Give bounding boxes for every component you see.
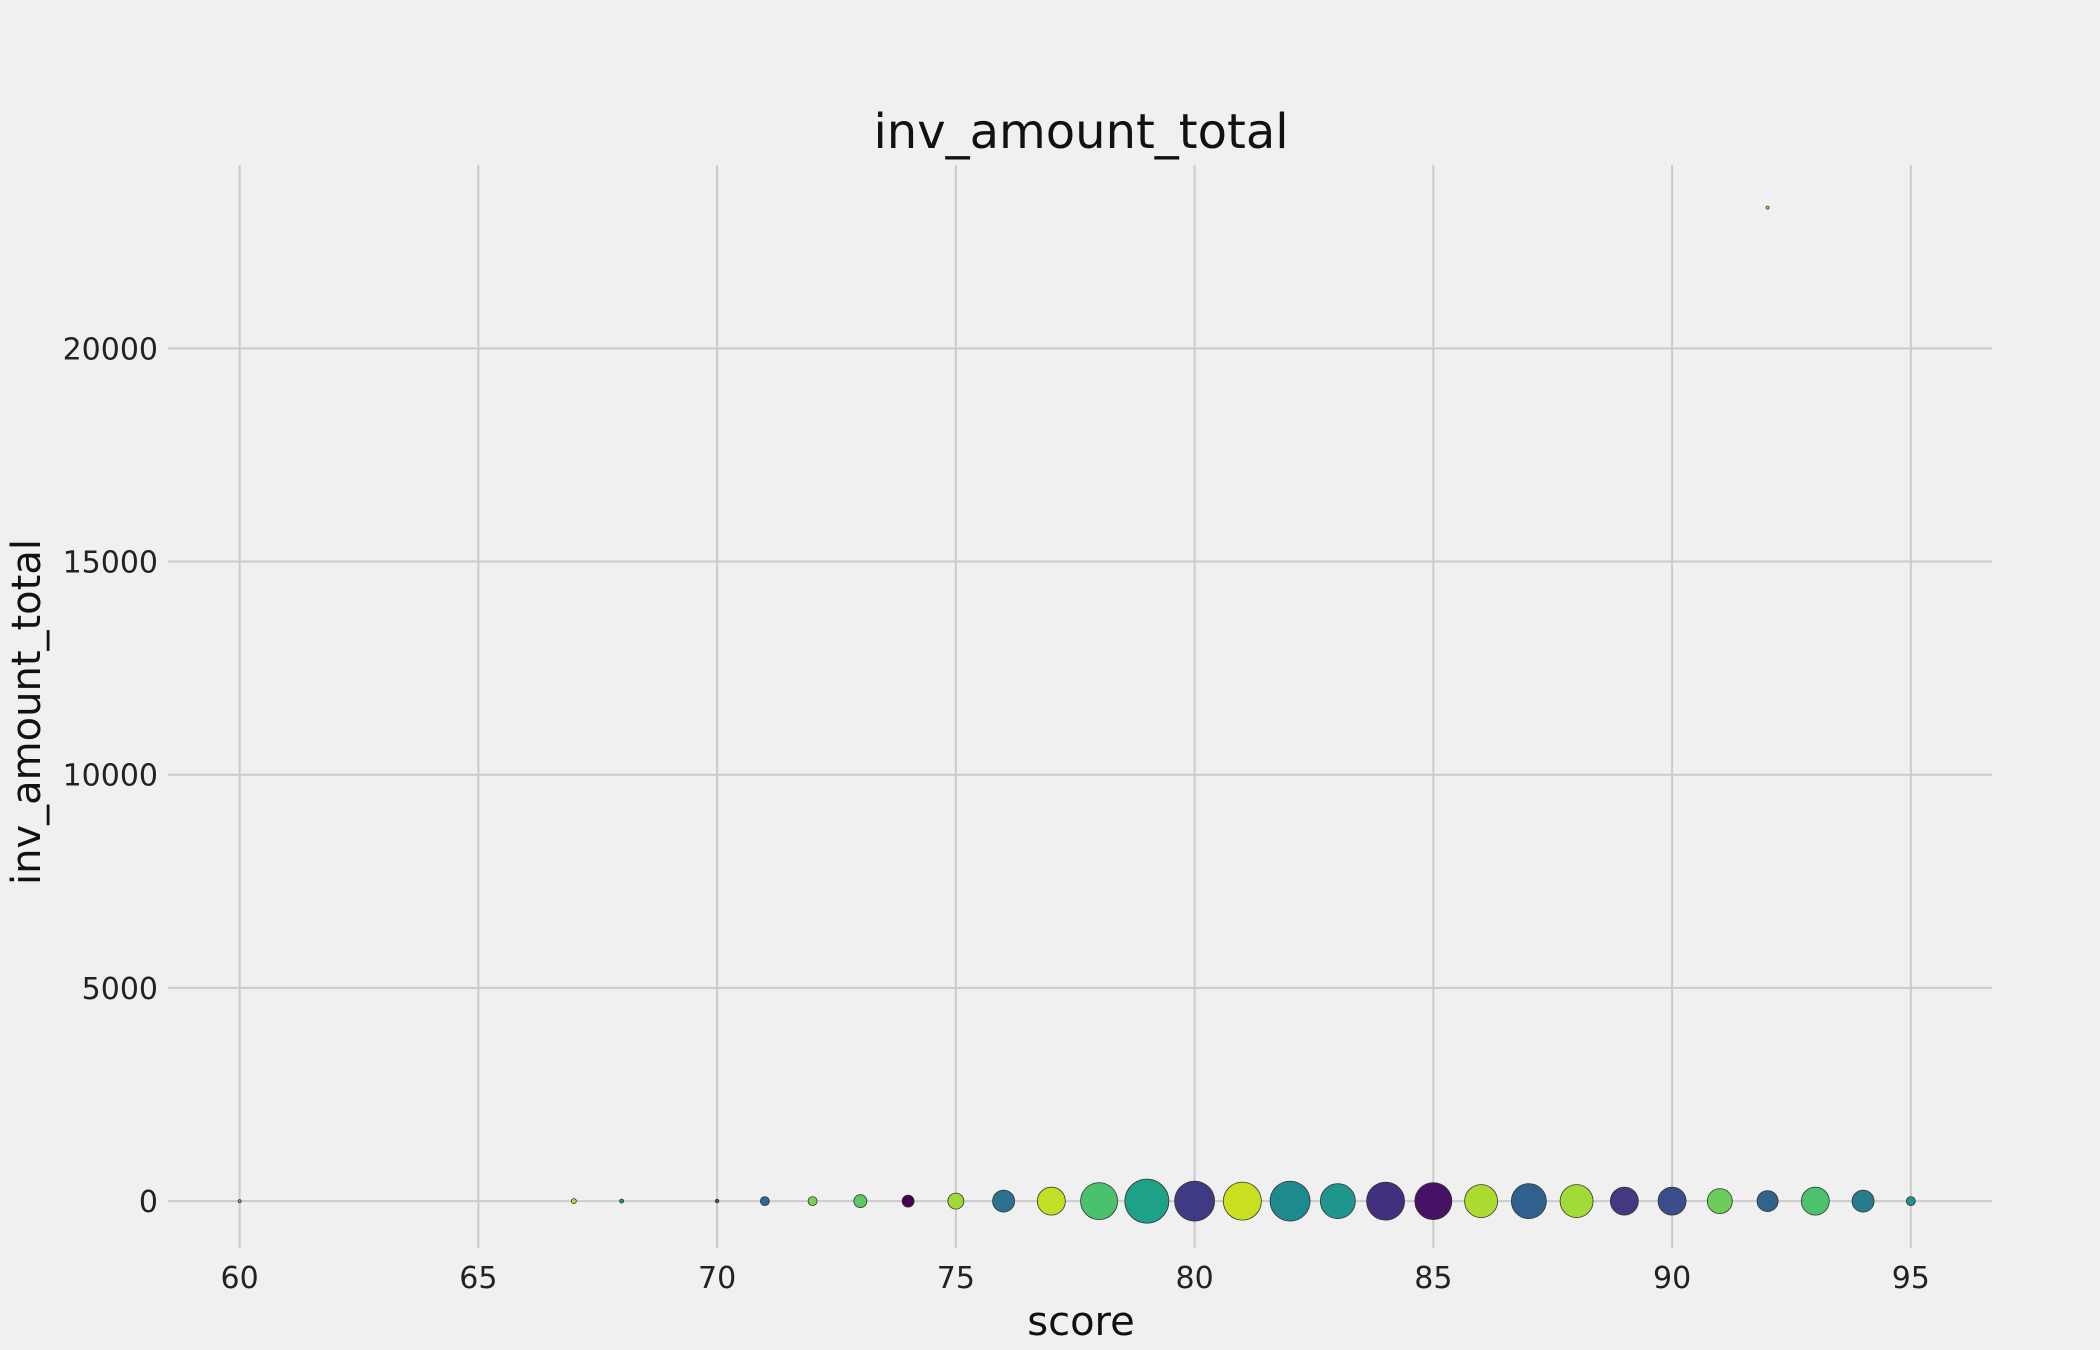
x-tick-label: 85 xyxy=(1414,1261,1452,1296)
x-tick-label: 95 xyxy=(1892,1261,1930,1296)
scatter-point xyxy=(1756,1190,1779,1212)
x-axis-label: score xyxy=(1027,1299,1134,1345)
scatter-point xyxy=(1765,205,1770,210)
x-tick-label: 75 xyxy=(937,1261,975,1296)
scatter-point xyxy=(1464,1184,1498,1218)
grid-lines xyxy=(168,165,1992,1248)
x-tick-label: 70 xyxy=(698,1261,736,1296)
y-axis-label: inv_amount_total xyxy=(4,539,50,885)
scatter-point xyxy=(1222,1181,1262,1221)
x-tick-label: 90 xyxy=(1653,1261,1691,1296)
y-tick-label: 5000 xyxy=(82,972,158,1007)
scatter-point xyxy=(570,1198,577,1204)
data-points xyxy=(237,205,1916,1224)
x-tick-labels: 60 65 70 75 80 85 90 95 xyxy=(221,1261,1930,1296)
y-tick-label: 0 xyxy=(139,1185,158,1220)
x-tick-label: 65 xyxy=(459,1261,497,1296)
scatter-point xyxy=(1414,1182,1453,1220)
y-tick-label: 20000 xyxy=(63,332,158,367)
scatter-point xyxy=(901,1194,915,1208)
scatter-point xyxy=(1269,1180,1311,1222)
scatter-point xyxy=(1319,1183,1356,1219)
x-tick-label: 60 xyxy=(221,1261,259,1296)
scatter-point xyxy=(1657,1186,1687,1216)
scatter-point xyxy=(1124,1178,1170,1224)
scatter-point xyxy=(619,1198,625,1204)
scatter-point xyxy=(1366,1181,1405,1221)
scatter-point xyxy=(992,1189,1016,1213)
scatter-point xyxy=(714,1198,720,1204)
scatter-point xyxy=(237,1199,242,1203)
y-tick-label: 10000 xyxy=(63,759,158,794)
scatter-point xyxy=(1851,1189,1875,1213)
y-tick-labels: 0 5000 10000 15000 20000 xyxy=(63,332,158,1220)
scatter-point xyxy=(1510,1183,1547,1219)
scatter-point xyxy=(1559,1184,1594,1218)
scatter-point xyxy=(1080,1182,1118,1220)
scatter-point xyxy=(807,1196,818,1206)
scatter-point xyxy=(759,1196,770,1206)
scatter-point xyxy=(1036,1186,1066,1216)
scatter-point xyxy=(947,1192,965,1210)
scatter-point xyxy=(1609,1186,1639,1216)
scatter-point xyxy=(1706,1188,1733,1214)
chart-title: inv_amount_total xyxy=(873,104,1288,160)
scatter-point xyxy=(853,1194,868,1208)
y-tick-label: 15000 xyxy=(63,546,158,581)
x-tick-label: 80 xyxy=(1176,1261,1214,1296)
scatter-point xyxy=(1174,1180,1215,1222)
scatter-point xyxy=(1800,1186,1830,1216)
scatter-point xyxy=(1905,1196,1916,1206)
